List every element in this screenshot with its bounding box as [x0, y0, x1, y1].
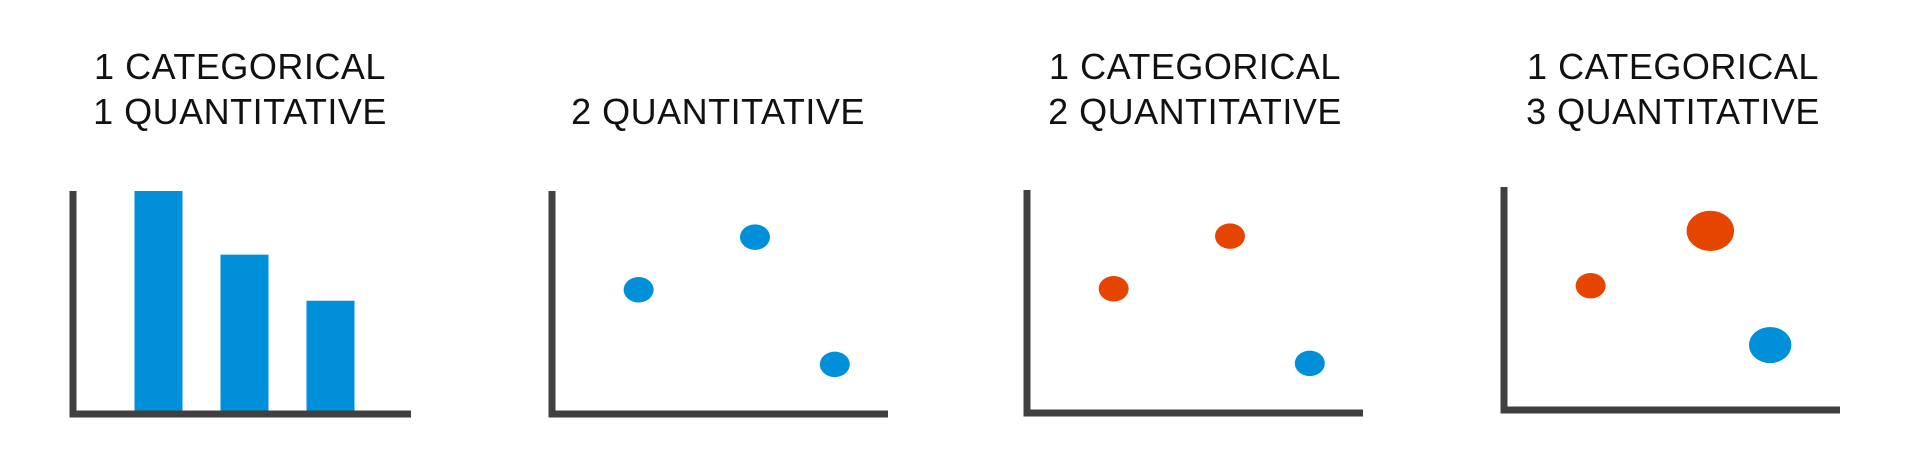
chart-title-3: 1 CATEGORICAL 2 QUANTITATIVE [955, 44, 1435, 134]
chart-panel-2: 2 QUANTITATIVE [478, 0, 958, 471]
data-point [1098, 276, 1129, 302]
scatter-chart [1023, 190, 1363, 417]
data-point [623, 277, 654, 303]
bar [306, 300, 355, 411]
data-point [1294, 350, 1325, 377]
chart-title-line: 1 CATEGORICAL [94, 46, 386, 87]
data-point [1575, 273, 1606, 299]
chart-title-4: 1 CATEGORICAL 3 QUANTITATIVE [1433, 44, 1913, 134]
chart-title-line: 2 QUANTITATIVE [571, 91, 865, 132]
chart-title-line: 1 QUANTITATIVE [93, 91, 387, 132]
chart-panel-4: 1 CATEGORICAL 3 QUANTITATIVE [1433, 0, 1913, 471]
bar [134, 191, 183, 411]
data-point [1215, 223, 1245, 249]
data-point [1748, 327, 1792, 364]
bar [220, 254, 269, 411]
chart-panel-3: 1 CATEGORICAL 2 QUANTITATIVE [955, 0, 1435, 471]
data-point [1686, 210, 1735, 252]
chart-title-line: 2 QUANTITATIVE [1048, 91, 1342, 132]
bar-chart [69, 191, 411, 418]
chart-title-line: 1 CATEGORICAL [1527, 46, 1819, 87]
data-point [819, 351, 850, 378]
bubble-chart [1500, 187, 1840, 414]
chart-title-2: 2 QUANTITATIVE [478, 44, 958, 134]
scatter-chart [548, 191, 888, 418]
data-point [740, 224, 770, 250]
chart-title-1: 1 CATEGORICAL 1 QUANTITATIVE [0, 44, 480, 134]
chart-panel-1: 1 CATEGORICAL 1 QUANTITATIVE [0, 0, 480, 471]
chart-title-line: 1 CATEGORICAL [1049, 46, 1341, 87]
chart-title-line: 3 QUANTITATIVE [1526, 91, 1820, 132]
